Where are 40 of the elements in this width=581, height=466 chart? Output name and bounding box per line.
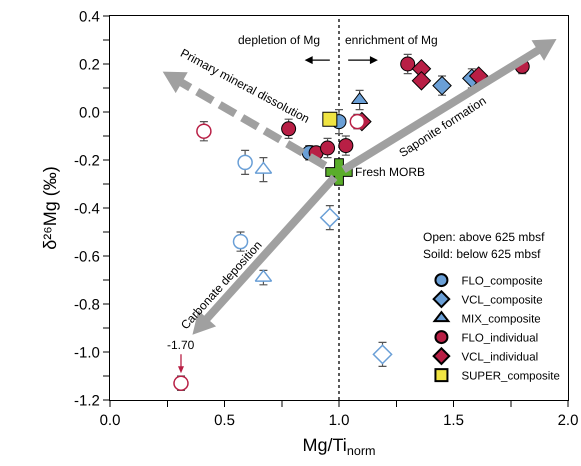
x-tick-label: 1.5 bbox=[443, 412, 464, 430]
y-tick-label: -1.2 bbox=[74, 392, 100, 410]
point bbox=[196, 123, 212, 139]
annotation: depletion of Mg bbox=[238, 33, 320, 47]
y-axis-title: δ²⁶Mg (‰) bbox=[40, 166, 60, 250]
x-tick-label: 0.5 bbox=[214, 412, 235, 430]
legend-label: FLO_individual bbox=[461, 332, 538, 345]
y-tick-label: 0.4 bbox=[79, 8, 100, 26]
y-tick-label: 0.0 bbox=[79, 104, 100, 122]
annotation: enrichment of Mg bbox=[345, 33, 438, 47]
legend-label: MIX_composite bbox=[461, 314, 541, 326]
point bbox=[432, 76, 452, 96]
y-tick-label: -1.0 bbox=[74, 344, 100, 362]
legend-label: VCL_composite bbox=[461, 294, 543, 307]
y-tick-label: -0.4 bbox=[74, 200, 100, 218]
x-tick-label: 0.0 bbox=[100, 412, 120, 430]
y-tick-label: 0.2 bbox=[79, 56, 100, 74]
point bbox=[350, 114, 366, 130]
point bbox=[320, 140, 336, 156]
point bbox=[320, 208, 340, 228]
point bbox=[338, 138, 354, 154]
point bbox=[400, 56, 416, 72]
x-axis-title: Mg/Ti$_{norm}$ bbox=[302, 435, 376, 458]
legend-label: FLO_composite bbox=[461, 276, 543, 288]
legend-label: SUPER_composite bbox=[461, 370, 560, 383]
annotation: Fresh MORB bbox=[355, 165, 426, 179]
point bbox=[237, 154, 253, 170]
point bbox=[322, 112, 338, 127]
annotation: -1.70 bbox=[167, 338, 195, 352]
point bbox=[412, 71, 432, 90]
annotation: Soild: below 625 mbsf bbox=[423, 247, 542, 261]
x-tick-label: 1.0 bbox=[328, 412, 350, 430]
y-tick-label: -0.2 bbox=[74, 152, 100, 170]
y-tick-label: -0.8 bbox=[74, 296, 100, 314]
point bbox=[372, 344, 392, 364]
annotation: Open: above 625 mbsf bbox=[423, 230, 546, 244]
x-tick-label: 2.0 bbox=[558, 412, 578, 430]
y-tick-label: -0.6 bbox=[74, 248, 100, 266]
legend-label: VCL_individual bbox=[461, 352, 538, 364]
point bbox=[173, 375, 189, 391]
